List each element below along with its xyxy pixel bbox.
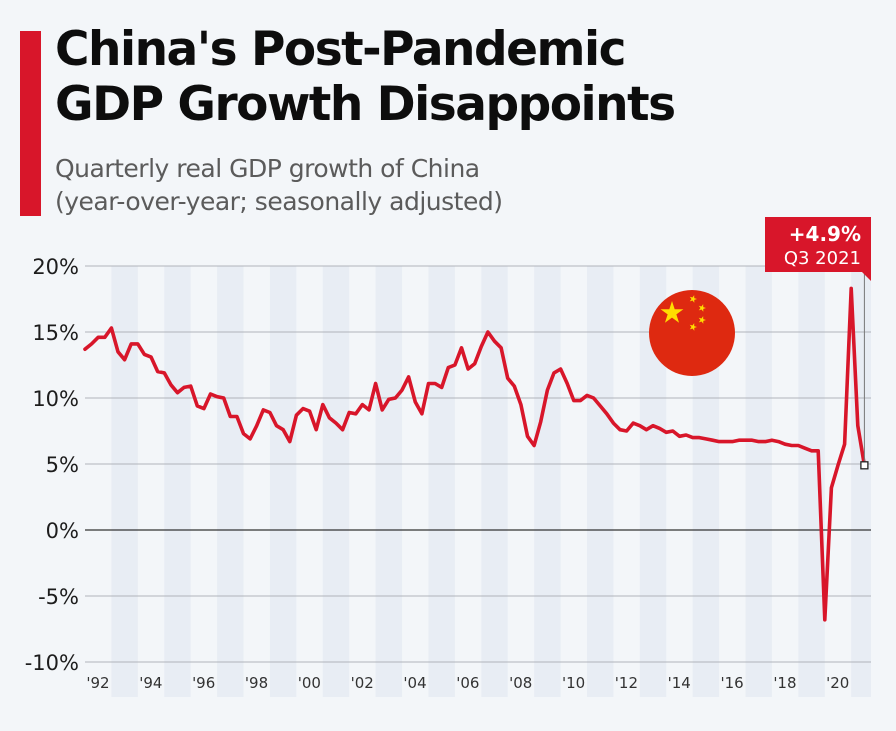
x-tick-label: '12 bbox=[615, 674, 638, 692]
callout-box bbox=[765, 217, 871, 281]
year-band bbox=[322, 266, 350, 697]
x-tick-label: '04 bbox=[403, 674, 426, 692]
china-flag-icon bbox=[649, 290, 735, 376]
x-tick-label: '92 bbox=[86, 674, 109, 692]
title-line-2: GDP Growth Disappoints bbox=[55, 77, 676, 132]
year-band bbox=[164, 266, 191, 697]
flag-small-star bbox=[689, 323, 697, 331]
flag-big-star bbox=[660, 301, 684, 323]
x-tick-label: '06 bbox=[456, 674, 479, 692]
x-tick-label: '94 bbox=[139, 674, 162, 692]
flag-small-star bbox=[698, 304, 706, 312]
callout-value: +4.9% bbox=[789, 222, 861, 246]
flag-disc bbox=[649, 290, 735, 376]
x-tick-label: '20 bbox=[826, 674, 849, 692]
flag-small-star bbox=[689, 295, 697, 303]
x-tick-label: '14 bbox=[668, 674, 691, 692]
y-axis-ticks: 20% 15% 10% 5% 0% -5% -10% bbox=[25, 255, 79, 675]
x-tick-label: '10 bbox=[562, 674, 585, 692]
callout-date: Q3 2021 bbox=[784, 248, 861, 269]
year-band bbox=[534, 266, 561, 697]
x-tick-label: '98 bbox=[245, 674, 268, 692]
series-gdp-growth bbox=[83, 286, 867, 622]
year-band bbox=[375, 266, 403, 697]
x-tick-label: '96 bbox=[192, 674, 215, 692]
latest-value-callout: +4.9%Q3 2021 bbox=[765, 217, 871, 470]
latest-point-marker bbox=[860, 461, 869, 470]
year-band bbox=[481, 266, 508, 697]
x-tick-label: '00 bbox=[298, 674, 321, 692]
y-tick-label: -5% bbox=[38, 585, 79, 609]
y-tick-label: 10% bbox=[32, 387, 79, 411]
y-tick-label: -10% bbox=[25, 651, 79, 675]
year-band bbox=[745, 266, 772, 697]
x-axis-ticks: '92 '94 '96 '98 '00 '02 '04 '06 '08 '10 '12 '14 '16 '… bbox=[86, 674, 849, 692]
chart-subtitle: Quarterly real GDP growth of China (year… bbox=[55, 152, 503, 218]
title-accent-bar bbox=[20, 31, 41, 216]
year-band bbox=[111, 266, 138, 697]
x-tick-label: '08 bbox=[509, 674, 532, 692]
gdp-growth-line bbox=[83, 286, 867, 622]
year-bands bbox=[111, 266, 871, 697]
flag-small-star bbox=[698, 316, 706, 324]
y-tick-label: 15% bbox=[32, 321, 79, 345]
year-band bbox=[217, 266, 244, 697]
y-tick-label: 20% bbox=[32, 255, 79, 279]
x-tick-label: '16 bbox=[720, 674, 743, 692]
year-band bbox=[269, 266, 297, 697]
year-band bbox=[428, 266, 455, 697]
y-tick-label: 5% bbox=[46, 453, 79, 477]
x-tick-label: '18 bbox=[773, 674, 796, 692]
chart-title: China's Post-Pandemic GDP Growth Disappo… bbox=[55, 22, 676, 132]
subtitle-line-1: Quarterly real GDP growth of China bbox=[55, 154, 480, 183]
year-band bbox=[586, 266, 614, 697]
y-tick-label: 0% bbox=[46, 519, 79, 543]
x-tick-label: '02 bbox=[351, 674, 374, 692]
title-line-1: China's Post-Pandemic bbox=[55, 22, 626, 77]
subtitle-line-2: (year-over-year; seasonally adjusted) bbox=[55, 187, 503, 216]
